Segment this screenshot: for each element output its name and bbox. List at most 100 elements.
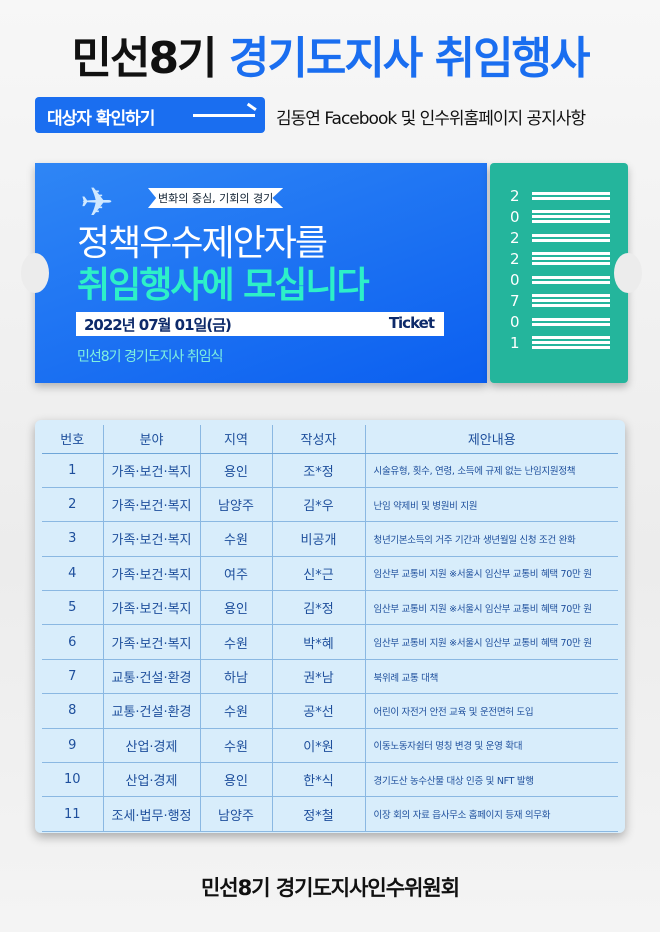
ticket-notch [614, 253, 642, 293]
barcode-bars [532, 274, 610, 286]
category: 교통·건설·환경 [102, 659, 200, 695]
ticket-subtitle: 민선8기 경기도지사 취임식 [77, 349, 223, 365]
proposal: 경기도산 농수산물 대상 인증 및 NFT 발행 [364, 762, 618, 798]
author: 정*철 [271, 796, 365, 832]
barcode-row: 2 [510, 248, 610, 269]
region: 수원 [199, 521, 272, 557]
category: 가족·보건·복지 [102, 624, 200, 660]
region: 용인 [199, 453, 272, 488]
row-number: 7 [42, 659, 103, 695]
table-header-row: 번호 분야 지역 작성자 제안내용 [42, 425, 618, 454]
region: 수원 [199, 624, 272, 660]
event-date: 2022년 07월 01일(금) [84, 316, 232, 334]
proposal: 어린이 자전거 안전 교육 및 운전면허 도입 [364, 693, 618, 729]
category: 교통·건설·환경 [102, 693, 200, 729]
column-header: 분야 [102, 425, 200, 454]
region: 남양주 [199, 796, 272, 832]
region: 남양주 [199, 487, 272, 523]
table-row: 5 가족·보건·복지 용인 김*정 임산부 교통비 지원 ※서울시 임산부 교통비 혜택… [42, 590, 618, 626]
barcode-bars [532, 250, 610, 267]
barcode-digit: 2 [510, 186, 520, 205]
table-row: 6 가족·보건·복지 수원 박*혜 임산부 교통비 지원 ※서울시 임산부 교통비 혜택… [42, 624, 618, 660]
column-header: 번호 [42, 425, 103, 454]
row-number: 6 [42, 624, 103, 660]
row-number: 4 [42, 556, 103, 592]
row-number: 2 [42, 487, 103, 523]
table-row: 7 교통·건설·환경 하남 권*남 북위례 교통 대책 [42, 659, 618, 695]
proposal-table: 번호 분야 지역 작성자 제안내용 1 가족·보건·복지 용인 조*정 시술유형, 횟수, 연령… [42, 425, 618, 832]
row-number: 8 [42, 693, 103, 729]
barcode-digit: 0 [510, 312, 520, 331]
author: 신*근 [271, 556, 365, 592]
author: 김*우 [271, 487, 365, 523]
barcode-bars [532, 316, 610, 328]
region: 용인 [199, 590, 272, 626]
barcode-row: 1 [510, 332, 610, 353]
proposal: 청년기본소득의 거주 기간과 생년월일 신청 조건 완화 [364, 521, 618, 557]
column-header: 제안내용 [364, 425, 618, 454]
row-number: 11 [42, 796, 103, 832]
proposal: 임산부 교통비 지원 ※서울시 임산부 교통비 혜택 70만 원 [364, 590, 618, 626]
region: 하남 [199, 659, 272, 695]
barcode-row: 0 [510, 269, 610, 290]
barcode-digit: 1 [510, 333, 520, 352]
table-row: 9 산업·경제 수원 이*원 이동노동자쉼터 명칭 변경 및 운영 확대 [42, 728, 618, 764]
barcode-row: 7 [510, 290, 610, 311]
barcode-bars [532, 334, 610, 351]
author: 박*혜 [271, 624, 365, 660]
proposal: 임산부 교통비 지원 ※서울시 임산부 교통비 혜택 70만 원 [364, 556, 618, 592]
barcode-row: 0 [510, 311, 610, 332]
table-row: 3 가족·보건·복지 수원 비공개 청년기본소득의 거주 기간과 생년월일 신청 조건 … [42, 521, 618, 557]
barcode-bars [532, 208, 610, 225]
barcode-bars [532, 190, 610, 202]
region: 수원 [199, 728, 272, 764]
author: 조*정 [271, 453, 365, 488]
page-title: 민선8기 경기도지사 취임행사 [0, 22, 660, 86]
table-row: 11 조세·법무·행정 남양주 정*철 이장 회의 자료 읍사무소 홈페이지 등재 의무… [42, 796, 618, 832]
table-row: 1 가족·보건·복지 용인 조*정 시술유형, 횟수, 연령, 소득에 규제 없는 난임… [42, 453, 618, 488]
barcode-digit: 0 [510, 207, 520, 226]
cta-label: 대상자 확인하기 [47, 109, 155, 129]
category: 조세·법무·행정 [102, 796, 200, 832]
row-number: 1 [42, 453, 103, 488]
ticket-notch [21, 253, 49, 293]
column-header: 지역 [199, 425, 272, 454]
barcode-digit: 2 [510, 228, 520, 247]
barcode-row: 0 [510, 206, 610, 227]
arrow-right-icon [193, 114, 255, 117]
barcode-digit: 2 [510, 249, 520, 268]
barcode-row: 2 [510, 185, 610, 206]
author: 권*남 [271, 659, 365, 695]
category: 가족·보건·복지 [102, 487, 200, 523]
slogan-banner: 변화의 중심, 기회의 경기 [148, 188, 284, 208]
row-number: 3 [42, 521, 103, 557]
headline-1: 정책우수제안자를 [77, 223, 328, 264]
category: 산업·경제 [102, 728, 200, 764]
title-part2: 경기도지사 취임행사 [228, 33, 591, 84]
proposal: 시술유형, 횟수, 연령, 소득에 규제 없는 난임지원정책 [364, 453, 618, 488]
proposal: 이장 회의 자료 읍사무소 홈페이지 등재 의무화 [364, 796, 618, 832]
author: 한*식 [271, 762, 365, 798]
barcode-digit: 0 [510, 270, 520, 289]
row-number: 10 [42, 762, 103, 798]
proposal-table-panel: 번호 분야 지역 작성자 제안내용 1 가족·보건·복지 용인 조*정 시술유형, 횟수, 연령… [35, 420, 625, 833]
title-part1: 민선8기 [71, 33, 217, 84]
category: 가족·보건·복지 [102, 521, 200, 557]
category: 가족·보건·복지 [102, 453, 200, 488]
proposal: 북위례 교통 대책 [364, 659, 618, 695]
proposal: 임산부 교통비 지원 ※서울시 임산부 교통비 혜택 70만 원 [364, 624, 618, 660]
region: 여주 [199, 556, 272, 592]
author: 공*선 [271, 693, 365, 729]
barcode-row: 2 [510, 227, 610, 248]
footer-organization: 민선8기 경기도지사인수위원회 [200, 876, 460, 900]
author: 김*정 [271, 590, 365, 626]
check-eligibility-button[interactable]: 대상자 확인하기 [35, 97, 265, 133]
column-header: 작성자 [271, 425, 365, 454]
table-row: 2 가족·보건·복지 남양주 김*우 난임 약제비 및 병원비 지원 [42, 487, 618, 523]
barcode-bars [532, 232, 610, 244]
barcode-bars [532, 292, 610, 309]
row-number: 5 [42, 590, 103, 626]
proposal: 이동노동자쉼터 명칭 변경 및 운영 확대 [364, 728, 618, 764]
proposal: 난임 약제비 및 병원비 지원 [364, 487, 618, 523]
date-bar: 2022년 07월 01일(금) Ticket [76, 312, 444, 336]
